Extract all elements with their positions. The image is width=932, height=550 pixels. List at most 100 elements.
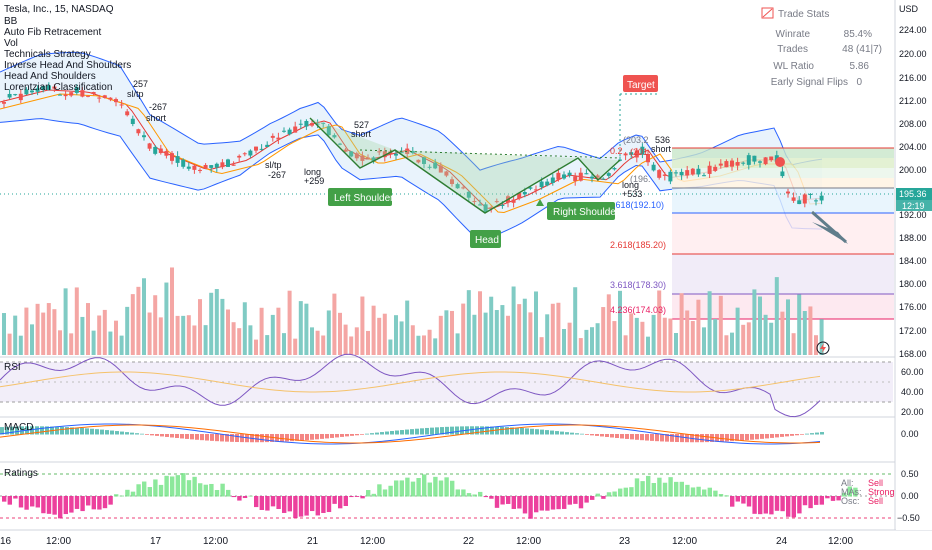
signal-labels: 257 sl/tp -267 short sl/tp -267 long +25…	[127, 79, 672, 199]
ratings-bars	[2, 473, 858, 519]
time-label: 16	[0, 536, 12, 547]
svg-text:(203.2: (203.2	[623, 135, 649, 145]
ratings-all-value: Sell	[868, 478, 883, 488]
svg-text:0.2: 0.2	[610, 146, 623, 156]
ratings-osc-value: Sell	[868, 496, 883, 506]
indicator-bb: BB	[4, 16, 18, 27]
stat-label: Winrate	[776, 29, 811, 40]
svg-text:-267: -267	[149, 102, 167, 112]
svg-text:.618(192.10): .618(192.10)	[613, 200, 664, 210]
price-tick: 208.00	[899, 119, 927, 129]
svg-text:−0.50: −0.50	[897, 513, 920, 523]
time-label: 22	[463, 536, 475, 547]
trade-stats-icon	[761, 7, 774, 19]
price-tick: 220.00	[899, 49, 927, 59]
price-tick: 172.00	[899, 326, 927, 336]
indicator-auto-fib: Auto Fib Retracement	[4, 27, 101, 38]
lightning-icon[interactable]	[816, 341, 830, 355]
svg-text:long: long	[622, 180, 639, 190]
time-label: 24	[776, 536, 788, 547]
macd-histogram	[0, 426, 824, 443]
ratings-label: Ratings	[4, 468, 38, 479]
svg-text:4.236(174.03): 4.236(174.03)	[610, 305, 666, 315]
bar-countdown: 12:19	[902, 201, 925, 211]
ratings-mas-key: MAs:	[841, 487, 862, 497]
svg-text:+533: +533	[622, 189, 642, 199]
svg-text:short: short	[651, 144, 672, 154]
price-tick: 176.00	[899, 302, 927, 312]
time-label: 23	[619, 536, 631, 547]
svg-text:527: 527	[354, 120, 369, 130]
price-axis[interactable]: USD 224.00 220.00 216.00 212.00 208.00 204.00…	[896, 0, 932, 530]
svg-text:(196.: (196.	[630, 174, 651, 184]
current-price-tag	[896, 188, 932, 200]
rsi-pane: RSI	[0, 353, 893, 418]
time-axis[interactable]: 16 12:00 17 12:00 21 12:00 22 12:00 23 1…	[0, 536, 853, 547]
candlesticks	[2, 82, 824, 213]
pattern-labels: Left Shoulder Head Right Shoulder Target	[328, 75, 658, 248]
svg-text:sl/tp: sl/tp	[265, 160, 282, 170]
trade-stats-table: Trade Stats Winrate 85.4% Trades 48 (41|…	[761, 7, 882, 88]
svg-text:-267: -267	[268, 170, 286, 180]
ratings-legend: All: Sell MAs: Strong Osc: Sell	[841, 478, 895, 506]
time-label: 12:00	[46, 536, 71, 547]
time-label: 12:00	[516, 536, 541, 547]
stat-label: Trades	[777, 44, 808, 55]
ratings-pane: Ratings All: Sell MAs: Strong Osc: Sell	[0, 468, 895, 519]
left-shoulder-label: Left Shoulder	[334, 193, 394, 204]
rsi-axis-ticks: 60.00 40.00 20.00	[901, 367, 924, 417]
macd-signal-line	[0, 424, 821, 444]
price-tick: 212.00	[899, 96, 927, 106]
macd-label: MACD	[4, 422, 33, 433]
svg-text:257: 257	[133, 79, 148, 89]
time-label: 17	[150, 536, 162, 547]
price-tick: 184.00	[899, 256, 927, 266]
price-tick: 224.00	[899, 25, 927, 35]
head-label: Head	[475, 235, 499, 246]
stat-value: 85.4%	[844, 29, 872, 40]
svg-text:+259: +259	[304, 176, 324, 186]
svg-text:sl/tp: sl/tp	[127, 89, 144, 99]
ratings-osc-key: Osc:	[841, 496, 860, 506]
fib-labels: 0.2 (201 (203.2 (196. .618(192.10) 2.618…	[610, 135, 666, 315]
svg-text:(201: (201	[630, 147, 648, 157]
svg-text:40.00: 40.00	[901, 387, 924, 397]
chart-legend: Tesla, Inc., 15, NASDAQ BB Auto Fib Retr…	[4, 4, 131, 93]
rsi-ma-line	[0, 371, 821, 393]
indicator-vol: Vol	[4, 38, 18, 49]
right-shoulder-label: Right Shoulder	[553, 207, 620, 218]
time-label: 12:00	[828, 536, 853, 547]
svg-text:short: short	[146, 113, 167, 123]
stat-label: Early Signal Flips	[771, 77, 848, 88]
time-label: 12:00	[672, 536, 697, 547]
trade-stats-title: Trade Stats	[778, 9, 829, 20]
svg-text:3.618(178.30): 3.618(178.30)	[610, 280, 666, 290]
ratings-axis-ticks: 0.50 0.00 −0.50	[897, 469, 920, 523]
svg-text:20.00: 20.00	[901, 407, 924, 417]
stat-value: 0	[856, 77, 862, 88]
stat-label: WL Ratio	[773, 61, 814, 72]
svg-text:0.00: 0.00	[901, 491, 919, 501]
volume-bars	[2, 267, 824, 355]
macd-pane: MACD	[0, 422, 824, 445]
price-tick: 216.00	[899, 73, 927, 83]
price-tick: 168.00	[899, 349, 927, 359]
time-label: 12:00	[360, 536, 385, 547]
ratings-mas-value: Strong	[868, 487, 895, 497]
rsi-label: RSI	[4, 362, 21, 373]
price-tick: 180.00	[899, 279, 927, 289]
price-tick: 200.00	[899, 165, 927, 175]
currency-label: USD	[899, 4, 919, 14]
rsi-line	[0, 353, 821, 418]
indicator-hs: Head And Shoulders	[4, 71, 96, 82]
indicator-inverse-hs: Inverse Head And Shoulders	[4, 60, 131, 71]
time-label: 12:00	[203, 536, 228, 547]
current-price: 195.36	[899, 189, 927, 199]
pattern-drawings	[309, 93, 848, 244]
svg-text:short: short	[351, 129, 372, 139]
stat-value: 5.86	[850, 61, 870, 72]
svg-text:0.50: 0.50	[901, 469, 919, 479]
macd-axis-tick: 0.00	[901, 429, 919, 439]
ratings-all-key: All:	[841, 478, 854, 488]
